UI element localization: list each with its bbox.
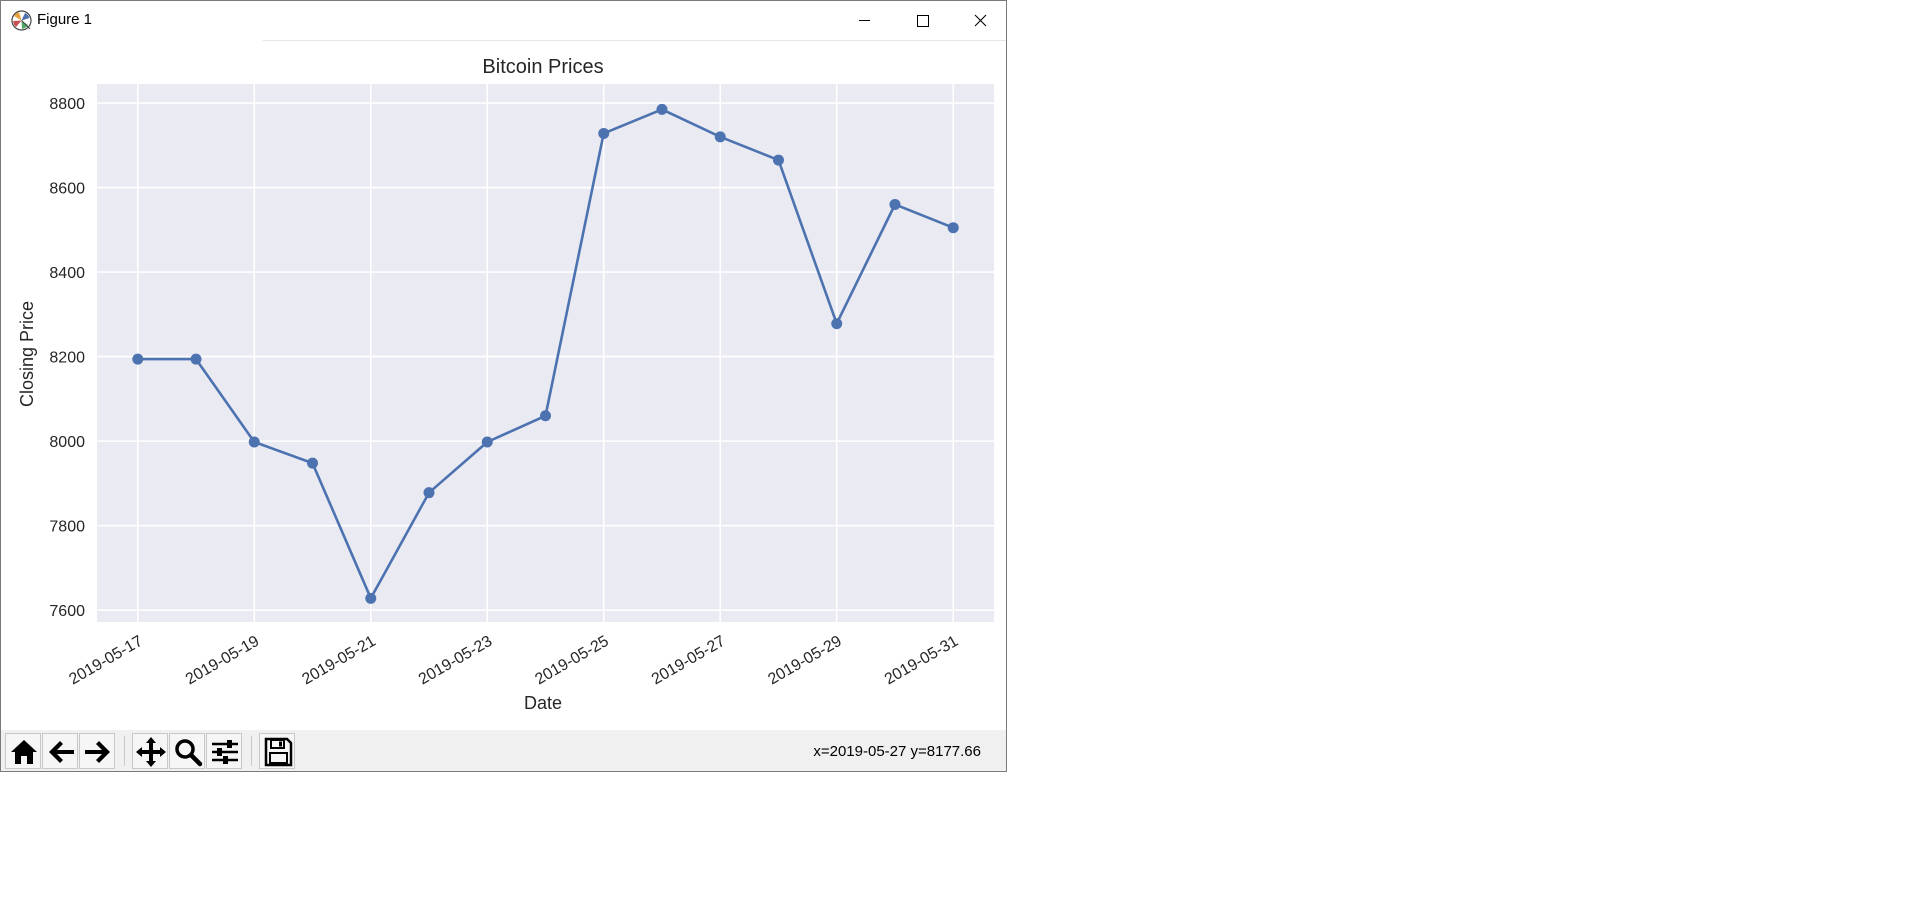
toolbar-divider bbox=[263, 40, 1006, 41]
close-button[interactable] bbox=[951, 1, 1009, 40]
data-point bbox=[423, 487, 435, 499]
data-point bbox=[598, 127, 610, 139]
axes-background bbox=[97, 84, 994, 622]
matplotlib-icon bbox=[11, 10, 32, 31]
x-tick-label: 2019-05-19 bbox=[183, 633, 262, 689]
magnifier-icon bbox=[175, 739, 203, 767]
arrow-left-icon bbox=[49, 741, 74, 763]
minimize-button[interactable] bbox=[835, 1, 893, 40]
zoom-button[interactable] bbox=[169, 733, 205, 769]
maximize-icon bbox=[917, 15, 929, 27]
y-tick-label: 7600 bbox=[49, 603, 85, 620]
x-tick-label: 2019-05-25 bbox=[532, 633, 611, 689]
close-icon bbox=[974, 14, 987, 27]
pan-button[interactable] bbox=[132, 733, 168, 769]
back-button[interactable] bbox=[42, 733, 78, 769]
y-tick-label: 8400 bbox=[49, 265, 85, 282]
x-tick-label: 2019-05-27 bbox=[649, 633, 728, 689]
y-tick-label: 8800 bbox=[49, 96, 85, 113]
y-tick-labels: 7600 7800 8000 8200 8400 8600 8800 bbox=[49, 96, 85, 620]
data-point bbox=[772, 154, 784, 166]
data-point bbox=[481, 436, 493, 448]
arrow-right-icon bbox=[85, 741, 110, 763]
data-point bbox=[132, 353, 144, 365]
data-point bbox=[540, 410, 551, 422]
chart-title: Bitcoin Prices bbox=[482, 56, 603, 78]
x-axis-label: Date bbox=[524, 693, 562, 713]
y-axis-label: Closing Price bbox=[17, 301, 37, 407]
x-tick-label: 2019-05-23 bbox=[416, 633, 495, 689]
x-tick-label: 2019-05-31 bbox=[882, 633, 961, 689]
x-tick-label: 2019-05-29 bbox=[765, 633, 844, 689]
cursor-coordinates: x=2019-05-27 y=8177.66 bbox=[813, 743, 981, 760]
navigation-toolbar: x=2019-05-27 y=8177.66 bbox=[1, 730, 1006, 771]
toolbar-separator bbox=[251, 736, 252, 766]
data-point bbox=[190, 353, 202, 365]
y-tick-label: 8000 bbox=[49, 434, 85, 451]
data-point bbox=[656, 103, 668, 115]
series-points bbox=[132, 103, 959, 604]
data-point bbox=[365, 592, 377, 604]
y-tick-label: 8200 bbox=[49, 350, 85, 367]
data-point bbox=[831, 318, 843, 330]
grid bbox=[97, 84, 994, 622]
y-tick-label: 7800 bbox=[49, 519, 85, 536]
window-title: Figure 1 bbox=[37, 11, 93, 28]
figure-canvas[interactable]: 7600 7800 8000 8200 8400 8600 8800 2019-05-17 2… bbox=[1, 40, 1006, 730]
move-icon bbox=[136, 737, 166, 767]
title-bar[interactable]: Figure 1 bbox=[1, 1, 1006, 40]
home-button[interactable] bbox=[5, 733, 41, 769]
minimize-icon bbox=[859, 20, 870, 21]
toolbar-separator bbox=[124, 736, 125, 766]
data-point bbox=[307, 457, 319, 469]
y-tick-label: 8600 bbox=[49, 181, 85, 198]
x-tick-label: 2019-05-17 bbox=[66, 633, 145, 689]
x-tick-labels: 2019-05-17 2019-05-19 2019-05-21 2019-05-23… bbox=[66, 633, 961, 689]
sliders-icon bbox=[212, 740, 238, 764]
x-tick-label: 2019-05-21 bbox=[299, 633, 378, 689]
configure-subplots-button[interactable] bbox=[206, 733, 242, 769]
data-point bbox=[248, 436, 260, 448]
save-button[interactable] bbox=[259, 733, 295, 769]
data-point bbox=[947, 222, 959, 234]
home-icon bbox=[11, 740, 37, 764]
forward-button[interactable] bbox=[79, 733, 115, 769]
data-point bbox=[714, 131, 726, 143]
data-point bbox=[889, 198, 901, 210]
figure-window: Figure 1 7600 7800 8000 8200 8400 8600 8800 20… bbox=[0, 0, 1007, 772]
floppy-disk-icon bbox=[264, 737, 293, 767]
maximize-button[interactable] bbox=[893, 1, 951, 40]
